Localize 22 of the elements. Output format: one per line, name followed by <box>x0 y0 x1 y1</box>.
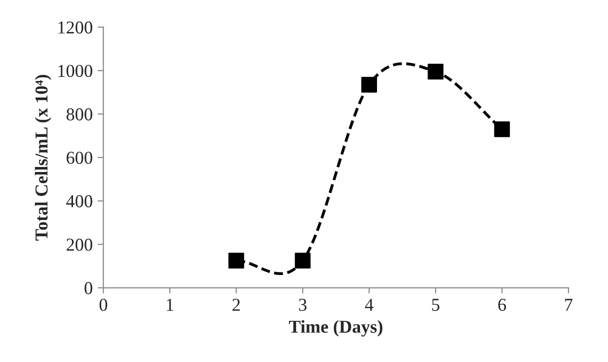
x-tick-label: 7 <box>565 298 572 311</box>
y-tick-label: 1200 <box>58 21 92 34</box>
point <box>361 76 378 93</box>
x-tick-label: 6 <box>498 298 506 311</box>
x-tick-label: 1 <box>166 298 174 311</box>
y-tick-label: 600 <box>66 152 92 164</box>
y-tick-label: 1000 <box>58 64 92 78</box>
x-axis-title: Time (Days) <box>288 320 382 337</box>
point <box>228 252 244 269</box>
x-tick-label: 4 <box>364 298 374 311</box>
x-tick-label: 5 <box>432 298 440 311</box>
x-tick-label: 3 <box>299 298 307 311</box>
point <box>494 121 510 138</box>
y-tick-label: 200 <box>66 238 92 251</box>
x-tick-label: 0 <box>100 298 108 311</box>
y-tick-label: 400 <box>66 195 92 208</box>
y-axis-title: Total Cells/mL (x 10⁴) <box>34 74 52 241</box>
y-tick-label: 800 <box>66 108 92 120</box>
y-tick-label: 0 <box>84 282 92 294</box>
x-tick-label: 2 <box>232 298 240 311</box>
point <box>294 252 311 269</box>
point <box>428 64 444 80</box>
